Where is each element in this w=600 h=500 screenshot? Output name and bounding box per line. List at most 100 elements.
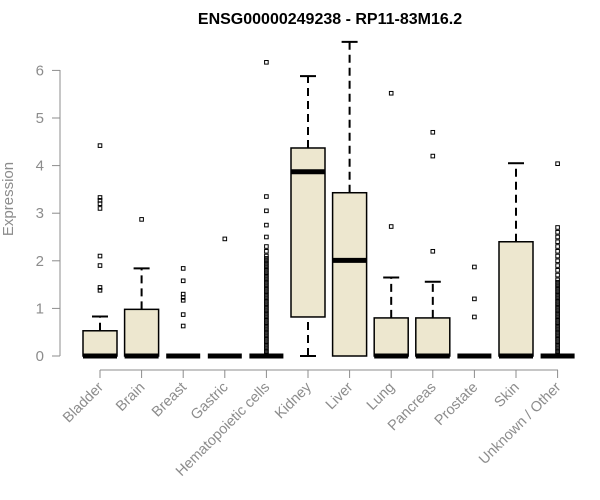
outlier-point <box>97 198 103 203</box>
box-prostate <box>457 264 492 359</box>
outlier-point <box>555 263 560 268</box>
iqr-box <box>415 317 451 357</box>
outlier-point <box>264 234 269 240</box>
box-kidney <box>290 75 326 357</box>
outlier-point <box>555 277 560 283</box>
outlier-point <box>264 315 269 321</box>
chart-title: ENSG00000249238 - RP11-83M16.2 <box>198 11 462 28</box>
box-unknown-other <box>540 161 575 359</box>
outlier-point <box>264 313 269 318</box>
outlier-point <box>264 291 269 297</box>
y-tick-label: 5 <box>36 110 44 127</box>
outlier-point <box>555 248 560 254</box>
outlier-point <box>555 334 560 340</box>
outlier-point <box>264 298 269 304</box>
box-series <box>82 40 575 359</box>
outlier-point <box>264 289 269 295</box>
box-brain <box>123 217 160 359</box>
outlier-point <box>180 323 186 329</box>
x-tick-label-skin: Skin <box>492 380 523 411</box>
outlier-point <box>264 306 269 311</box>
outlier-point <box>555 320 560 325</box>
outlier-point <box>180 278 186 284</box>
outlier-point <box>264 320 269 325</box>
outlier-point <box>555 294 560 299</box>
x-tick-label-bladder: Bladder <box>60 379 107 426</box>
x-tick-label-prostate: Prostate <box>432 380 481 429</box>
outlier-point <box>555 337 560 342</box>
outlier-point <box>264 341 269 347</box>
box-bladder <box>82 143 118 359</box>
outlier-point <box>264 277 269 283</box>
outlier-point <box>264 244 269 249</box>
outlier-point <box>555 306 560 311</box>
outlier-point <box>555 303 560 309</box>
outlier-point <box>264 351 269 356</box>
outlier-point <box>264 332 269 337</box>
y-tick-label: 6 <box>36 62 44 79</box>
outlier-point <box>264 284 269 290</box>
outlier-point <box>555 322 560 328</box>
outlier-point <box>555 253 560 259</box>
outlier-point <box>264 208 269 214</box>
outlier-point <box>264 253 269 259</box>
y-axis-ticks: 0 1 2 3 4 5 6 <box>36 62 60 365</box>
outlier-point <box>264 308 269 314</box>
outlier-point <box>430 153 436 159</box>
box-lung <box>373 90 409 359</box>
y-tick-label: 4 <box>36 158 44 175</box>
outlier-point <box>264 270 269 275</box>
x-tick-label-lung: Lung <box>364 380 398 414</box>
box-skin <box>498 162 534 359</box>
outlier-point <box>264 296 269 302</box>
outlier-point <box>97 263 103 268</box>
outlier-point <box>555 346 560 352</box>
outlier-point <box>264 268 269 273</box>
outlier-point <box>180 291 186 297</box>
outlier-point <box>555 348 560 354</box>
outlier-point <box>264 322 269 328</box>
y-axis-label: Expression <box>0 162 17 236</box>
y-tick-label: 1 <box>36 300 44 317</box>
outlier-point <box>180 266 186 271</box>
y-tick-label: 2 <box>36 253 44 270</box>
outlier-point <box>264 301 269 306</box>
outlier-point <box>180 298 186 303</box>
outlier-point <box>388 90 394 96</box>
outlier-point <box>555 287 560 292</box>
outlier-point <box>264 258 269 264</box>
outlier-point <box>264 272 269 278</box>
outlier-point <box>264 294 269 299</box>
outlier-point <box>264 279 269 285</box>
iqr-box <box>373 317 409 357</box>
outlier-point <box>264 329 269 335</box>
outlier-point <box>264 260 269 266</box>
outlier-point <box>97 285 103 290</box>
x-tick-label-kidney: Kidney <box>272 379 315 422</box>
outlier-point <box>264 303 269 309</box>
box-liver <box>331 40 368 357</box>
outlier-point <box>264 327 269 333</box>
outlier-point <box>264 318 269 323</box>
box-hematopoietic-cells <box>249 60 284 359</box>
outlier-point <box>264 248 269 254</box>
iqr-box <box>82 330 118 357</box>
outlier-point <box>555 289 560 295</box>
outlier-point <box>555 258 560 264</box>
outlier-point <box>555 301 560 306</box>
outlier-point <box>472 296 477 302</box>
outlier-point <box>555 272 560 278</box>
outlier-point <box>555 234 560 240</box>
outlier-point <box>555 239 560 245</box>
iqr-box <box>123 308 160 357</box>
outlier-point <box>264 275 269 280</box>
iqr-box <box>331 191 368 357</box>
outlier-point <box>555 279 560 285</box>
outlier-point <box>555 225 560 230</box>
outlier-point <box>139 217 144 222</box>
outlier-point <box>555 351 560 356</box>
outlier-point <box>555 329 560 335</box>
outlier-point <box>97 288 103 293</box>
outlier-point <box>264 60 269 65</box>
